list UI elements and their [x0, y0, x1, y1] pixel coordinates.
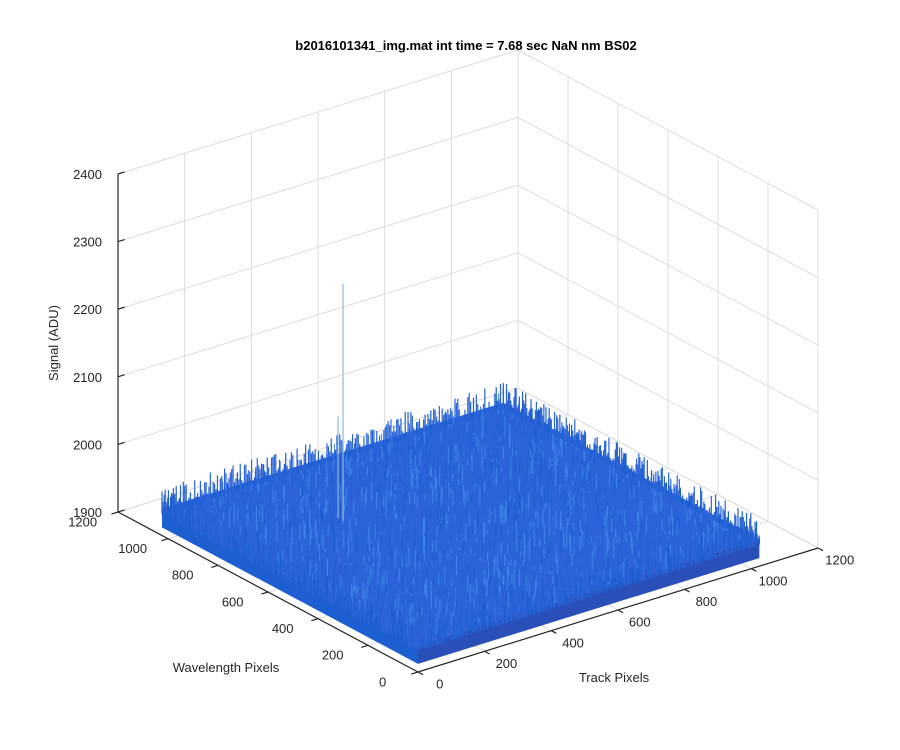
x-tick — [817, 547, 824, 552]
y-tick — [311, 618, 319, 622]
y-tick — [211, 564, 219, 568]
z-axis-title: Signal (ADU) — [46, 305, 61, 381]
gridline-z — [117, 117, 819, 279]
x-tick-label: 1000 — [759, 573, 788, 588]
x-tick-label: 1200 — [825, 553, 854, 568]
y-tick — [161, 538, 169, 542]
gridline-z — [117, 49, 819, 211]
z-tick-label: 1900 — [73, 505, 102, 520]
gridline-z — [117, 252, 819, 414]
tick-labels: 0 200 400 600 800 1000 1200 0 200 400 600 800 1000 12… — [68, 167, 854, 692]
x-tick-label: 600 — [629, 615, 651, 630]
x-tick-label: 0 — [436, 677, 443, 692]
z-tick — [117, 306, 125, 310]
y-tick-label: 0 — [379, 674, 386, 689]
y-axis-title: Wavelength Pixels — [173, 660, 280, 675]
x-tick — [417, 671, 424, 676]
chart-title: b2016101341_img.mat int time = 7.68 sec … — [295, 38, 636, 53]
y-tick-label: 1200 — [68, 514, 97, 529]
x-axis-title: Track Pixels — [579, 670, 650, 685]
z-tick — [117, 441, 125, 445]
z-tick — [117, 171, 125, 175]
x-tick-label: 800 — [696, 594, 718, 609]
surface — [161, 284, 760, 664]
x-tick — [617, 609, 624, 614]
z-tick — [117, 374, 125, 378]
y-tick-label: 1000 — [118, 541, 147, 556]
y-tick — [261, 591, 269, 595]
z-tick-label: 2100 — [73, 370, 102, 385]
x-tick-label: 200 — [496, 656, 518, 671]
x-tick-label: 400 — [562, 635, 584, 650]
y-tick — [111, 511, 119, 515]
z-tick — [117, 509, 125, 513]
z-tick-label: 2000 — [73, 437, 102, 452]
x-tick — [551, 630, 557, 634]
y-tick-label: 600 — [222, 594, 244, 609]
x-tick — [684, 588, 690, 593]
gridline-z — [117, 319, 819, 481]
z-tick — [117, 238, 125, 243]
z-tick-label: 2400 — [73, 167, 102, 182]
gridline-z — [117, 184, 819, 346]
x-tick — [751, 568, 757, 572]
x-tick — [484, 650, 490, 655]
y-tick-label: 800 — [172, 568, 194, 583]
z-tick-label: 2300 — [73, 235, 102, 250]
axes — [111, 171, 824, 676]
z-tick-label: 2200 — [73, 302, 102, 317]
y-tick — [361, 644, 369, 648]
y-tick — [411, 671, 419, 675]
y-tick-label: 200 — [322, 648, 344, 663]
y-tick-label: 400 — [272, 621, 294, 636]
